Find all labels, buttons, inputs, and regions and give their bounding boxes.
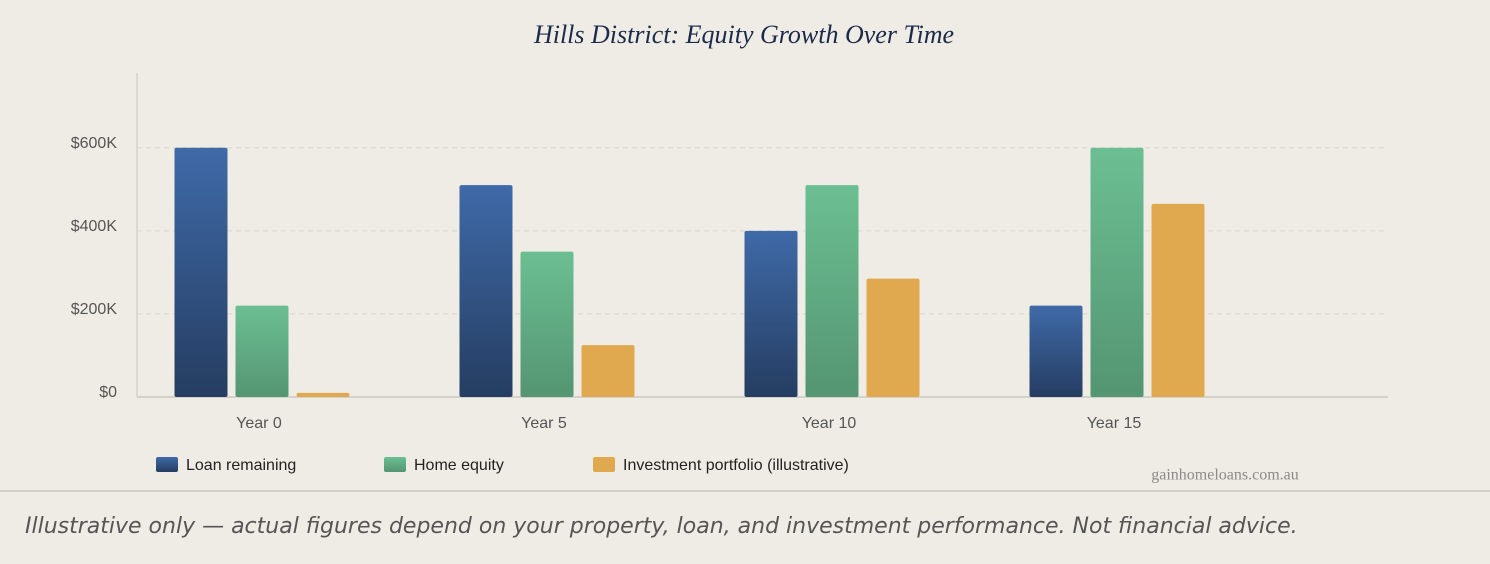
y-tick-label: $0 (99, 384, 117, 401)
bar (296, 392, 350, 397)
legend-label: Investment portfolio (illustrative) (623, 457, 849, 474)
x-tick-label: Year 0 (236, 415, 282, 432)
x-tick-label: Year 15 (1087, 415, 1142, 432)
legend-swatch (156, 457, 178, 472)
x-tick-label: Year 5 (521, 415, 567, 432)
bar (1151, 203, 1205, 397)
bar (1029, 305, 1083, 397)
bar (235, 305, 289, 397)
y-tick-label: $600K (71, 135, 118, 152)
y-tick-label: $200K (71, 301, 118, 318)
watermark: gainhomeloans.com.au (1151, 467, 1299, 484)
legend-swatch (384, 457, 406, 472)
legend-swatch (593, 457, 615, 472)
chart-title: Hills District: Equity Growth Over Time (533, 20, 954, 49)
bar (805, 185, 859, 397)
legend-label: Home equity (414, 457, 504, 474)
bar (744, 230, 798, 397)
bar (459, 185, 513, 397)
footer-note: Illustrative only — actual figures depen… (25, 514, 1298, 539)
legend-label: Loan remaining (186, 457, 296, 474)
x-tick-label: Year 10 (802, 415, 857, 432)
bar (581, 345, 635, 397)
y-tick-label: $400K (71, 218, 118, 235)
bar (866, 278, 920, 397)
bar (174, 147, 228, 397)
bar (1090, 147, 1144, 397)
bar (520, 251, 574, 397)
